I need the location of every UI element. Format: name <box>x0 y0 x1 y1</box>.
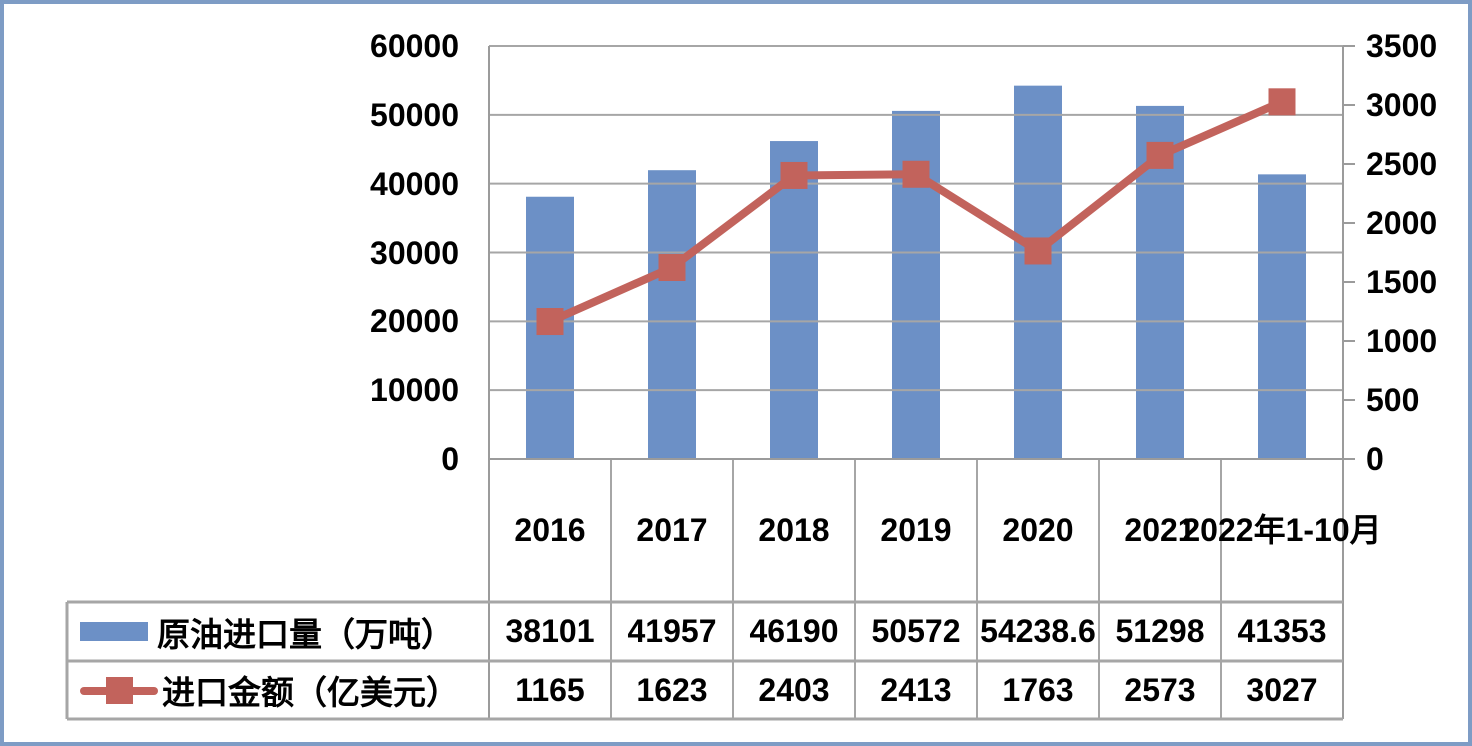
bar-legend-key-icon <box>80 622 148 641</box>
table-cell: 2413 <box>880 671 952 708</box>
right-axis-tick-label: 0 <box>1366 441 1384 477</box>
table-cell: 1165 <box>515 671 585 708</box>
combo-chart-canvas <box>65 45 1355 721</box>
table-cell: 2403 <box>758 671 830 708</box>
line-marker-2018 <box>780 161 808 189</box>
left-axis-tick-label: 60000 <box>370 28 459 64</box>
right-axis-tick-label: 1500 <box>1366 264 1438 300</box>
category-label: 2020 <box>1002 512 1074 549</box>
category-label: 2018 <box>758 512 830 549</box>
table-cell: 50572 <box>871 613 961 649</box>
right-axis-tick-label: 2000 <box>1366 205 1438 241</box>
right-axis-tick-label: 3500 <box>1366 28 1438 64</box>
table-cell: 3027 <box>1246 671 1318 708</box>
table-cell: 41353 <box>1237 613 1327 649</box>
bar-2020 <box>1014 85 1062 459</box>
table-cell: 1623 <box>636 671 708 708</box>
chart-labels-layer: 0 10000 20000 30000 40000 50000 60000 0 500 1000 1… <box>4 4 1468 742</box>
legend-label: 原油进口量（万吨） <box>157 617 454 654</box>
line-marker-2016 <box>536 308 564 336</box>
category-label: 2017 <box>636 512 708 549</box>
table-cell: 41957 <box>627 613 717 649</box>
line-marker-2020 <box>1024 237 1052 265</box>
table-cell: 54238.6 <box>980 613 1096 649</box>
left-axis-tick-label: 40000 <box>370 165 459 202</box>
bar-2018 <box>770 141 818 459</box>
table-cell: 1763 <box>1002 671 1074 708</box>
category-label: 2019 <box>880 512 952 549</box>
line-marker-2021 <box>1146 141 1174 169</box>
left-axis-tick-label: 20000 <box>370 303 459 340</box>
right-axis-tick-label: 3000 <box>1366 87 1438 123</box>
legend-item-line-series: 进口金额（亿美元） <box>67 661 489 719</box>
legend-label: 进口金额（亿美元） <box>162 676 459 712</box>
line-marker-2022年1-10月 <box>1268 88 1296 116</box>
line-marker-2019 <box>902 160 930 188</box>
category-label: 2022年1-10月 <box>1182 512 1382 549</box>
category-label: 2021 <box>1124 512 1196 549</box>
table-cell: 2573 <box>1124 671 1196 708</box>
bar-2022年1-10月 <box>1258 174 1306 459</box>
right-axis-tick-label: 1000 <box>1366 323 1438 359</box>
right-axis-tick-label: 2500 <box>1366 146 1438 182</box>
line-marker-2017 <box>658 253 686 281</box>
left-axis-tick-label: 0 <box>441 441 459 477</box>
category-label: 2016 <box>514 512 586 549</box>
legend-item-bar-series: 原油进口量（万吨） <box>67 602 489 661</box>
bar-2017 <box>648 170 696 459</box>
left-axis-tick-label: 50000 <box>370 96 459 133</box>
left-axis-tick-label: 30000 <box>370 234 459 271</box>
line-legend-key-icon <box>80 676 158 704</box>
table-cell: 46190 <box>749 613 839 649</box>
left-axis-tick-label: 10000 <box>370 372 459 409</box>
table-cell: 38101 <box>505 613 595 649</box>
table-cell: 51298 <box>1115 613 1205 649</box>
right-axis-tick-label: 500 <box>1366 382 1420 418</box>
